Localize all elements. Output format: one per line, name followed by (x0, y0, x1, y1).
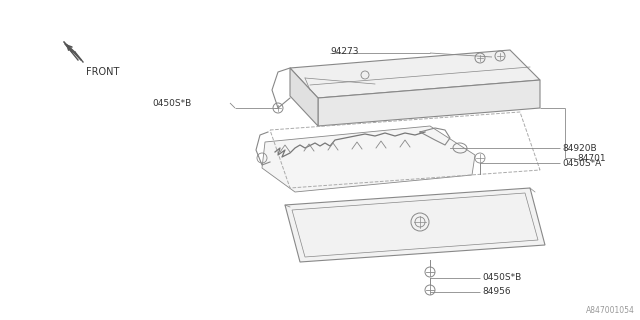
Polygon shape (290, 68, 318, 126)
Text: A847001054: A847001054 (586, 306, 635, 315)
Text: 0450S*B: 0450S*B (152, 99, 191, 108)
Text: 84956: 84956 (482, 287, 511, 297)
Text: 0450S*A: 0450S*A (562, 158, 601, 167)
Text: 84920B: 84920B (562, 143, 596, 153)
Polygon shape (285, 188, 545, 262)
Text: 84701: 84701 (577, 154, 605, 163)
Text: 0450S*B: 0450S*B (482, 274, 521, 283)
Polygon shape (262, 126, 475, 192)
Polygon shape (318, 80, 540, 126)
Text: FRONT: FRONT (86, 67, 120, 77)
Polygon shape (290, 50, 540, 98)
Text: 94273: 94273 (330, 46, 358, 55)
